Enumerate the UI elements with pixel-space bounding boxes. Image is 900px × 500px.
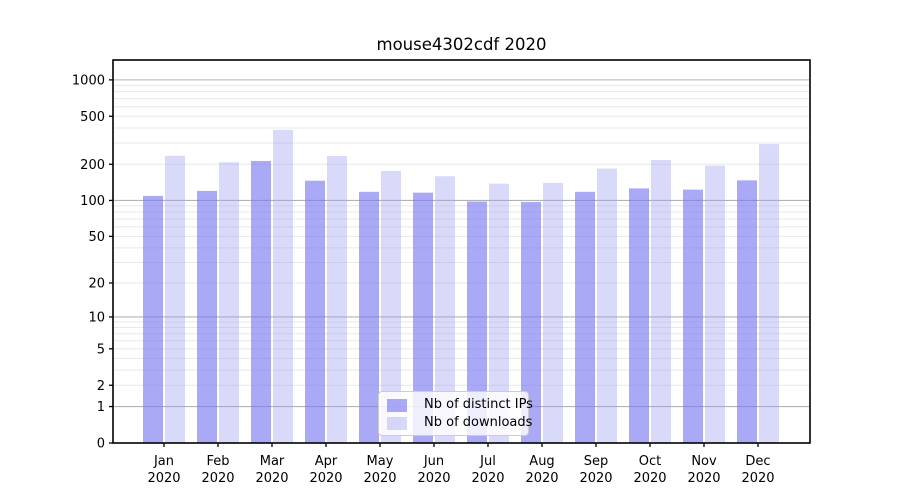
bar-distinct-ips-aug — [521, 202, 541, 443]
y-tick-label: 1000 — [72, 73, 105, 88]
x-tick-label-month: Oct — [639, 454, 661, 469]
y-tick-label: 100 — [80, 194, 105, 209]
x-tick-label-month: Jun — [423, 454, 444, 469]
bar-downloads-jan — [165, 155, 185, 443]
x-tick-label-month: May — [367, 454, 394, 469]
legend-swatch-distinct-ips — [387, 398, 407, 412]
legend: Nb of distinct IPs Nb of downloads — [378, 391, 533, 436]
y-tick-label: 50 — [88, 230, 105, 245]
x-tick-label-month: Jul — [479, 454, 496, 469]
y-tick-label: 0 — [97, 437, 105, 452]
legend-label-distinct-ips: Nb of distinct IPs — [424, 397, 533, 412]
bar-downloads-oct — [651, 159, 671, 443]
y-tick-label: 1 — [97, 400, 105, 415]
y-tick-label: 5 — [97, 342, 105, 357]
x-tick-label-month: Mar — [260, 454, 285, 469]
x-tick-label-month: Sep — [584, 454, 609, 469]
y-tick-label: 10 — [88, 310, 105, 325]
bar-distinct-ips-nov — [683, 189, 703, 443]
y-tick-label: 2 — [97, 379, 105, 394]
bar-downloads-jun — [435, 176, 455, 444]
bar-distinct-ips-jan — [143, 195, 163, 443]
x-tick-label-year: 2020 — [309, 471, 342, 486]
bar-distinct-ips-apr — [305, 180, 325, 443]
x-tick-label-month: Jan — [153, 454, 174, 469]
legend-item-downloads: Nb of downloads — [387, 416, 532, 430]
x-tick-label-month: Aug — [529, 454, 554, 469]
x-tick-label-year: 2020 — [255, 471, 288, 486]
bar-downloads-sep — [597, 168, 617, 443]
bar-distinct-ips-jul — [467, 201, 487, 443]
y-tick-label: 500 — [80, 110, 105, 125]
x-tick-label-month: Nov — [691, 454, 717, 469]
x-tick-label-year: 2020 — [147, 471, 180, 486]
bar-downloads-feb — [219, 162, 239, 443]
axes-spines — [112, 59, 811, 444]
bar-distinct-ips-feb — [197, 190, 217, 443]
bar-distinct-ips-oct — [629, 188, 649, 443]
x-tick-label-year: 2020 — [633, 471, 666, 486]
bar-distinct-ips-may — [359, 191, 379, 443]
x-tick-label-year: 2020 — [741, 471, 774, 486]
bar-downloads-jul — [489, 183, 509, 443]
x-tick-label-year: 2020 — [417, 471, 450, 486]
bar-downloads-may — [381, 170, 401, 443]
x-tick-label-month: Dec — [745, 454, 770, 469]
x-tick-label-month: Apr — [315, 454, 338, 469]
x-tick-label-year: 2020 — [525, 471, 558, 486]
bar-downloads-aug — [543, 182, 563, 443]
bar-downloads-nov — [705, 165, 725, 444]
x-tick-label-month: Feb — [206, 454, 229, 469]
y-tick-label: 20 — [88, 276, 105, 291]
x-tick-label-year: 2020 — [471, 471, 504, 486]
x-tick-label-year: 2020 — [687, 471, 720, 486]
y-tick-label: 200 — [80, 158, 105, 173]
bar-distinct-ips-mar — [251, 160, 271, 443]
bar-downloads-apr — [327, 156, 347, 444]
bar-downloads-dec — [759, 144, 779, 443]
bar-distinct-ips-dec — [737, 180, 757, 443]
legend-swatch-downloads — [387, 416, 407, 430]
bar-distinct-ips-sep — [575, 191, 595, 443]
x-tick-label-year: 2020 — [201, 471, 234, 486]
x-tick-label-year: 2020 — [363, 471, 396, 486]
chart-title: mouse4302cdf 2020 — [376, 35, 547, 54]
x-tick-label-year: 2020 — [579, 471, 612, 486]
legend-label-downloads: Nb of downloads — [424, 415, 533, 430]
legend-item-distinct-ips: Nb of distinct IPs — [387, 398, 533, 412]
bar-distinct-ips-jun — [413, 192, 433, 443]
bar-downloads-mar — [273, 129, 293, 444]
